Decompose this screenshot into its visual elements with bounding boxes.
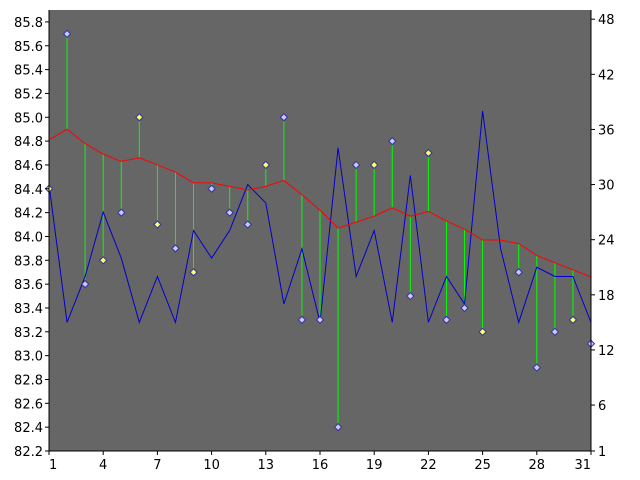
x-tick-label: 4 bbox=[99, 458, 107, 473]
data-point-marker bbox=[98, 256, 108, 265]
right-tick-label: 18 bbox=[598, 289, 615, 304]
right-tick-label: 42 bbox=[598, 68, 615, 83]
data-point-marker bbox=[62, 29, 72, 39]
average-line bbox=[48, 128, 592, 278]
data-point-marker bbox=[424, 148, 433, 158]
data-point-marker bbox=[388, 136, 397, 146]
left-tick-label: 85.8 bbox=[14, 16, 43, 31]
data-point-marker bbox=[532, 363, 542, 372]
data-point-marker bbox=[225, 208, 234, 217]
left-tick-label: 84.2 bbox=[14, 207, 43, 222]
x-tick-label: 1 bbox=[49, 458, 57, 473]
left-tick-label: 85.4 bbox=[14, 64, 43, 79]
data-point-marker bbox=[514, 268, 523, 277]
left-tick-label: 84.8 bbox=[14, 135, 43, 150]
data-point-marker bbox=[279, 113, 289, 122]
left-tick-label: 83.8 bbox=[14, 254, 43, 269]
left-tick-label: 82.6 bbox=[14, 397, 43, 412]
x-tick-label: 16 bbox=[312, 458, 329, 473]
left-tick-label: 83.2 bbox=[14, 326, 43, 341]
data-point-marker bbox=[351, 160, 361, 170]
left-tick-label: 83.4 bbox=[14, 302, 43, 317]
right-tick-label: 6 bbox=[598, 399, 606, 414]
left-tick-label: 83.6 bbox=[14, 278, 43, 293]
right-tick-label: 48 bbox=[598, 13, 615, 28]
data-point-marker bbox=[153, 220, 162, 229]
right-tick-label: 36 bbox=[598, 123, 615, 138]
data-point-marker bbox=[261, 160, 271, 170]
left-tick-label: 84.0 bbox=[14, 230, 43, 245]
right-tick-label: 1 bbox=[598, 445, 606, 460]
data-point-marker bbox=[297, 315, 307, 325]
left-tick-label: 84.6 bbox=[14, 159, 43, 174]
x-tick-label: 25 bbox=[474, 458, 491, 473]
left-tick-label: 82.2 bbox=[14, 445, 43, 460]
data-point-marker bbox=[333, 422, 343, 432]
series-markers bbox=[44, 29, 596, 432]
axes: 82.2 82.4 82.6 82.8 83.0 83.2 83.4 83.6 83.8 84.0… bbox=[14, 10, 615, 473]
left-tick-label: 84.4 bbox=[14, 183, 43, 198]
data-point-marker bbox=[406, 291, 415, 301]
data-point-marker bbox=[117, 208, 126, 217]
left-tick-label: 82.4 bbox=[14, 421, 43, 436]
data-point-marker bbox=[442, 315, 451, 325]
left-tick-label: 83.0 bbox=[14, 350, 43, 365]
x-tick-label: 13 bbox=[258, 458, 275, 473]
data-point-marker bbox=[460, 303, 469, 313]
x-tick-label: 19 bbox=[366, 458, 383, 473]
data-point-marker bbox=[550, 327, 560, 337]
data-point-marker bbox=[243, 220, 252, 229]
data-point-marker bbox=[369, 160, 379, 170]
data-point-marker bbox=[315, 315, 325, 325]
right-tick-label: 24 bbox=[598, 234, 615, 249]
data-point-marker bbox=[80, 279, 90, 289]
data-point-marker bbox=[189, 268, 198, 277]
data-point-marker bbox=[135, 113, 144, 122]
data-point-marker bbox=[171, 244, 180, 253]
right-tick-label: 30 bbox=[598, 179, 615, 194]
data-point-marker bbox=[568, 315, 578, 325]
x-tick-label: 31 bbox=[574, 458, 591, 473]
right-tick-label: 12 bbox=[598, 344, 615, 359]
x-tick-label: 28 bbox=[529, 458, 546, 473]
left-tick-label: 85.6 bbox=[14, 40, 43, 55]
left-tick-label: 85.0 bbox=[14, 111, 43, 126]
left-tick-label: 85.2 bbox=[14, 87, 43, 102]
x-tick-label: 7 bbox=[153, 458, 161, 473]
left-tick-label: 82.8 bbox=[14, 373, 43, 388]
x-tick-label: 10 bbox=[203, 458, 220, 473]
x-tick-label: 22 bbox=[420, 458, 437, 473]
data-point-marker bbox=[478, 327, 487, 337]
data-point-marker bbox=[207, 184, 216, 193]
